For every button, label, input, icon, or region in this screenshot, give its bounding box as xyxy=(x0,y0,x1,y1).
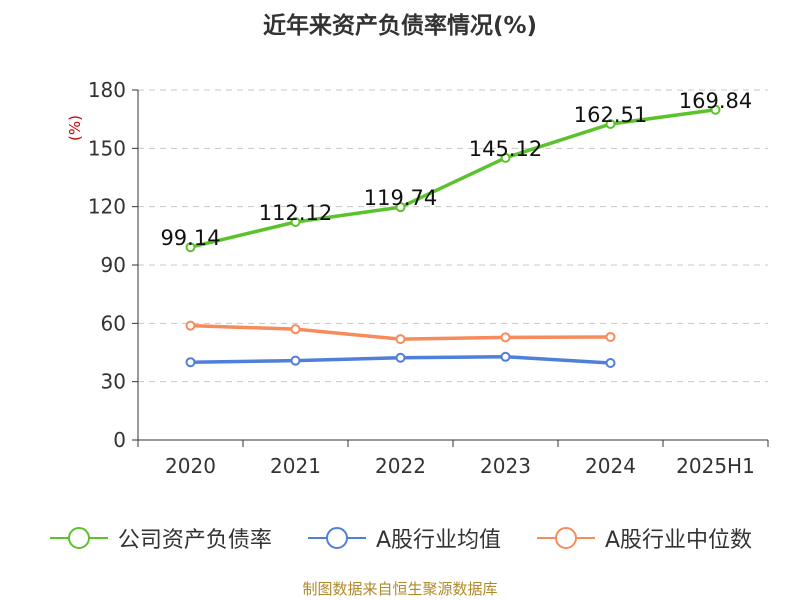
data-point xyxy=(290,324,301,335)
data-labels: 99.14 112.12 119.74 145.12 162.51 169.84 xyxy=(160,89,752,250)
data-point xyxy=(395,334,406,345)
data-point xyxy=(395,202,406,213)
data-point xyxy=(605,358,616,368)
data-point xyxy=(500,152,511,163)
y-tick-label: 180 xyxy=(88,78,126,102)
legend-label: A股行业中位数 xyxy=(605,528,753,553)
data-point xyxy=(185,357,196,368)
chart-title: 近年来资产负债率情况(%) xyxy=(262,13,538,39)
legend: 公司资产负债率 A股行业均值 A股行业中位数 xyxy=(0,522,800,554)
series-line-0 xyxy=(188,108,718,249)
data-point xyxy=(395,352,406,363)
data-point xyxy=(500,332,511,343)
data-label: 169.84 xyxy=(679,89,752,113)
x-axis-ticks: 2020 2021 2022 2023 2024 2025H1 xyxy=(137,440,769,478)
legend-line-blue-icon xyxy=(307,527,366,549)
data-point xyxy=(290,355,301,366)
legend-item-industry-mean[interactable]: A股行业均值 xyxy=(306,522,501,554)
data-label: 145.12 xyxy=(469,137,542,161)
data-label: 119.74 xyxy=(364,186,437,210)
legend-item-company[interactable]: 公司资产负债率 xyxy=(48,522,272,554)
data-point xyxy=(605,331,616,342)
x-tick-label: 2021 xyxy=(270,454,321,478)
data-label: 99.14 xyxy=(160,226,220,250)
legend-label: 公司资产负债率 xyxy=(117,528,272,553)
data-point xyxy=(290,216,301,227)
legend-line-green-icon xyxy=(49,527,108,549)
data-source: 制图数据来自恒生聚源数据库 xyxy=(302,580,498,598)
series-points xyxy=(185,104,721,368)
x-tick-label: 2022 xyxy=(375,454,426,478)
x-tick-label: 2023 xyxy=(480,454,531,478)
y-tick-label: 60 xyxy=(101,311,126,335)
data-label: 162.51 xyxy=(574,103,647,127)
y-tick-label: 90 xyxy=(101,253,126,277)
data-point xyxy=(710,104,721,115)
series-lines xyxy=(188,108,718,365)
x-tick-label: 2020 xyxy=(165,454,216,478)
gridlines xyxy=(138,89,768,383)
legend-line-orange-icon xyxy=(537,527,595,549)
y-tick-label: 150 xyxy=(88,136,126,160)
data-point xyxy=(605,119,616,130)
y-tick-label: 30 xyxy=(101,370,126,394)
data-point xyxy=(500,351,511,362)
y-axis-ticks: 0 30 60 90 120 150 180 xyxy=(88,78,138,452)
data-point xyxy=(185,320,196,331)
legend-label: A股行业均值 xyxy=(375,528,501,553)
y-tick-label: 120 xyxy=(88,195,126,219)
legend-item-industry-median[interactable]: A股行业中位数 xyxy=(535,522,752,554)
x-tick-label: 2025H1 xyxy=(676,454,755,478)
x-tick-label: 2024 xyxy=(585,454,636,478)
axes xyxy=(137,90,768,441)
data-label: 112.12 xyxy=(259,201,332,225)
data-point xyxy=(185,242,196,253)
y-axis-unit-label: (%) xyxy=(66,115,84,141)
y-tick-label: 0 xyxy=(113,428,126,452)
